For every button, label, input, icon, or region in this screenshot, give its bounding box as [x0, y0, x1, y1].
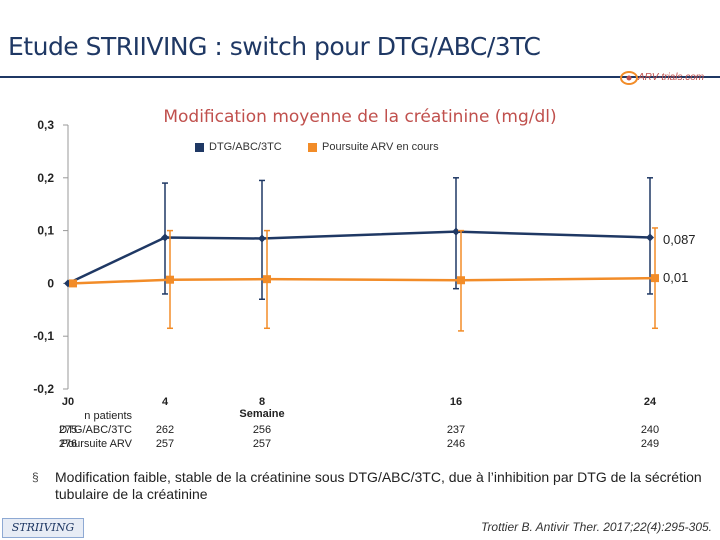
n-patients-value: 237	[446, 424, 466, 436]
n-patients-header: n patients	[84, 410, 132, 422]
x-axis-label: Semaine	[239, 408, 284, 420]
data-point-arv	[457, 276, 465, 285]
x-tick-label: 4	[162, 396, 169, 408]
arv-trials-logo	[620, 71, 638, 85]
y-tick-label: 0,1	[37, 224, 54, 238]
bullet-icon: §	[32, 470, 39, 484]
data-point-arv	[69, 279, 77, 288]
legend-label-dtg: DTG/ABC/3TC	[209, 141, 282, 153]
end-label-dtg: 0,087	[663, 232, 696, 247]
y-tick-label: -0,2	[33, 382, 54, 396]
n-patients-label-dtg: DTG/ABC/3TC	[59, 424, 132, 436]
n-patients-label-arv: Poursuite ARV	[60, 438, 132, 450]
data-point-arv	[651, 274, 659, 283]
n-patients-value: 275	[58, 424, 78, 436]
n-patients-value: 276	[58, 438, 78, 450]
n-patients-value: 240	[640, 424, 660, 436]
legend-label-arv: Poursuite ARV en cours	[322, 141, 439, 153]
legend-swatch-arv	[308, 142, 317, 152]
data-point-dtg	[258, 234, 266, 243]
data-point-arv	[166, 275, 174, 284]
data-point-dtg	[161, 233, 169, 242]
citation: Trottier B. Antivir Ther. 2017;22(4):295…	[481, 520, 712, 534]
x-tick-label: 16	[450, 396, 462, 408]
series-line-dtg	[67, 230, 651, 285]
x-tick-label: 8	[259, 396, 265, 408]
y-tick-label: 0,2	[37, 171, 54, 185]
slide-title: Etude STRIIVING : switch pour DTG/ABC/3T…	[8, 32, 541, 61]
y-tick-label: -0,1	[33, 329, 54, 343]
data-point-dtg	[646, 233, 654, 242]
legend-item-arv: Poursuite ARV en cours	[308, 141, 439, 153]
n-patients-value: 262	[155, 424, 175, 436]
end-label-arv: 0,01	[663, 270, 688, 285]
y-tick-label: 0,3	[37, 118, 54, 132]
series-line-arv	[72, 276, 656, 285]
n-patients-value: 249	[640, 438, 660, 450]
legend-swatch-dtg	[195, 142, 204, 152]
study-tag: STRIIVING	[2, 518, 84, 538]
n-patients-value: 256	[252, 424, 272, 436]
title-divider	[0, 76, 720, 78]
x-tick-label: J0	[62, 396, 74, 408]
n-patients-value: 257	[252, 438, 272, 450]
data-point-dtg	[452, 227, 460, 236]
logo-text: ARV-trials.com	[638, 72, 705, 83]
n-patients-value: 257	[155, 438, 175, 450]
legend-item-dtg: DTG/ABC/3TC	[195, 141, 282, 153]
y-tick-label: 0	[47, 276, 54, 290]
x-tick-label: 24	[644, 396, 657, 408]
chart-title: Modification moyenne de la créatinine (m…	[163, 107, 557, 127]
n-patients-value: 246	[446, 438, 466, 450]
summary-note: Modification faible, stable de la créati…	[55, 469, 702, 502]
data-point-arv	[263, 275, 271, 284]
